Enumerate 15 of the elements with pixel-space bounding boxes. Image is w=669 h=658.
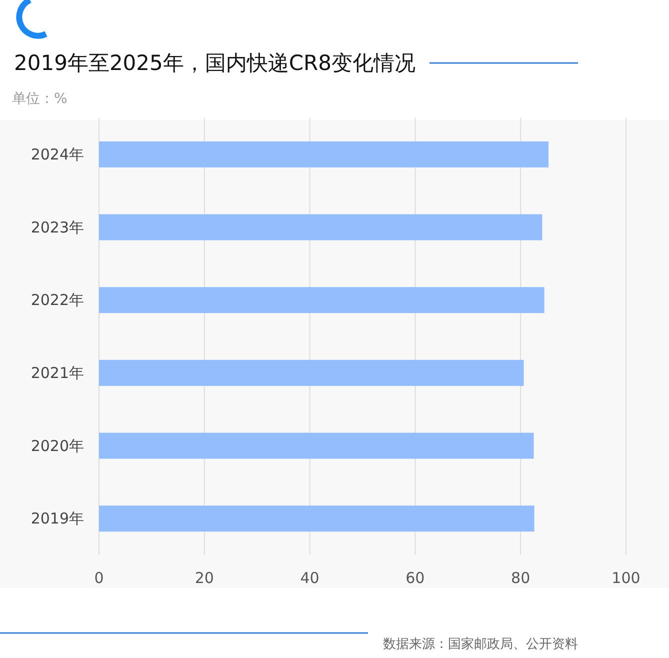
source-note: 数据来源：国家邮政局、公开资料 <box>383 636 578 652</box>
x-tick-label: 60 <box>406 569 425 587</box>
x-tick-label: 0 <box>94 569 104 587</box>
y-tick-label: 2024年 <box>30 145 84 164</box>
x-tick-label: 80 <box>511 569 530 587</box>
y-tick-label: 2022年 <box>30 291 84 310</box>
y-tick-label: 2023年 <box>30 218 84 236</box>
y-tick-label: 2020年 <box>30 436 84 455</box>
x-tick-label: 20 <box>194 569 214 587</box>
x-tick-label: 100 <box>612 569 640 587</box>
y-tick-label: 2021年 <box>30 364 84 382</box>
chart-subtitle: 单位：% <box>12 91 68 107</box>
x-tick-label: 40 <box>300 569 320 587</box>
y-tick-label: 2019年 <box>30 510 84 528</box>
chart-title: 2019年至2025年，国内快递CR8变化情况 <box>14 51 416 75</box>
